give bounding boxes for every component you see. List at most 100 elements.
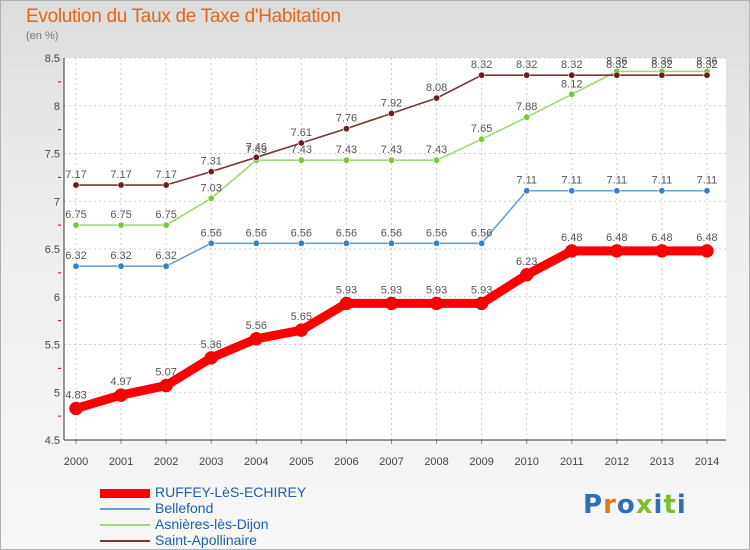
data-label: 7.43 xyxy=(336,144,357,156)
data-point xyxy=(523,71,531,79)
data-label: 6.56 xyxy=(246,227,267,239)
data-point xyxy=(568,71,576,79)
data-label: 5.36 xyxy=(200,339,221,351)
data-label: 5.93 xyxy=(471,284,492,296)
x-tick-label: 2000 xyxy=(64,456,88,468)
data-point xyxy=(72,181,80,189)
data-point xyxy=(613,71,621,79)
data-label: 7.31 xyxy=(200,156,221,168)
data-point xyxy=(69,401,83,416)
data-point xyxy=(117,181,125,189)
data-point xyxy=(474,296,489,311)
logo-letter: P xyxy=(583,490,604,520)
data-point xyxy=(162,181,170,189)
x-tick-label: 2014 xyxy=(695,456,719,468)
data-label: 7.43 xyxy=(426,144,447,156)
data-label: 7.43 xyxy=(381,144,402,156)
data-label: 4.83 xyxy=(65,389,86,401)
data-point xyxy=(658,71,666,79)
data-point xyxy=(249,332,264,346)
data-label: 6.48 xyxy=(651,232,672,244)
data-label: 7.43 xyxy=(246,144,267,156)
data-point xyxy=(703,187,711,195)
data-label: 6.48 xyxy=(561,232,582,244)
y-tick-label: 6 xyxy=(54,292,60,304)
data-label: 6.56 xyxy=(381,227,402,239)
data-point xyxy=(72,221,80,229)
data-point xyxy=(703,71,711,79)
logo-letter: i xyxy=(653,490,664,520)
data-point xyxy=(339,296,354,311)
data-label: 6.56 xyxy=(200,227,221,239)
x-tick-label: 2007 xyxy=(379,456,403,468)
data-label: 6.48 xyxy=(696,232,717,244)
y-tick-label: 4.5 xyxy=(45,435,60,447)
data-label: 7.46 xyxy=(246,141,267,153)
data-point xyxy=(568,187,576,195)
data-point xyxy=(478,135,486,143)
data-point xyxy=(297,156,305,164)
x-tick-label: 2013 xyxy=(650,456,674,468)
legend-label: Bellefond xyxy=(155,500,214,516)
data-label: 6.32 xyxy=(110,250,131,262)
x-tick-label: 2009 xyxy=(469,456,493,468)
data-point xyxy=(207,194,215,202)
legend-label: RUFFEY-LèS-ECHIREY xyxy=(155,484,307,500)
data-point xyxy=(433,156,441,164)
data-label: 7.11 xyxy=(561,175,582,187)
y-tick-label: 8.5 xyxy=(45,53,60,65)
data-label: 5.93 xyxy=(381,284,402,296)
x-tick-label: 2008 xyxy=(424,456,448,468)
data-point xyxy=(72,262,80,270)
logo-letter: x xyxy=(635,490,654,520)
x-tick-label: 2012 xyxy=(605,456,629,468)
data-point xyxy=(433,94,441,102)
data-label: 6.75 xyxy=(155,209,176,221)
chart-subtitle: (en %) xyxy=(26,30,59,42)
data-point xyxy=(252,239,260,247)
legend-swatch xyxy=(100,540,150,542)
legend-swatch xyxy=(100,489,150,498)
logo-letter: r xyxy=(603,490,617,520)
x-tick-label: 2002 xyxy=(154,456,178,468)
data-point xyxy=(159,378,173,393)
data-label: 7.65 xyxy=(471,123,492,135)
data-point xyxy=(114,388,128,402)
data-point xyxy=(658,187,666,195)
data-label: 8.32 xyxy=(606,59,627,71)
chart-title: Evolution du Taux de Taxe d'Habitation xyxy=(26,6,341,27)
data-point xyxy=(610,244,624,258)
data-label: 7.11 xyxy=(652,175,673,187)
data-label: 7.17 xyxy=(110,169,131,181)
data-point xyxy=(387,109,395,117)
data-label: 8.32 xyxy=(471,59,492,71)
y-tick-label: 5 xyxy=(54,387,60,399)
y-tick-label: 7.5 xyxy=(45,149,60,161)
data-label: 8.36 xyxy=(606,55,627,67)
legend-label: Asnières-lès-Dijon xyxy=(155,516,269,532)
data-label: 6.56 xyxy=(471,227,492,239)
x-tick-label: 2006 xyxy=(334,456,358,468)
data-point xyxy=(478,71,486,79)
data-point xyxy=(523,113,531,121)
data-label: 5.93 xyxy=(426,284,447,296)
data-point xyxy=(384,296,399,311)
data-point xyxy=(294,323,309,337)
x-tick-label: 2010 xyxy=(514,456,538,468)
data-label: 7.11 xyxy=(697,175,718,187)
logo-letter: o xyxy=(616,490,636,520)
data-point xyxy=(162,221,170,229)
x-tick-label: 2004 xyxy=(244,456,268,468)
data-label: 6.48 xyxy=(606,232,627,244)
data-label: 8.32 xyxy=(651,59,672,71)
data-label: 6.32 xyxy=(155,250,176,262)
data-label: 8.36 xyxy=(696,55,717,67)
data-label: 8.36 xyxy=(651,55,672,67)
data-point xyxy=(565,244,579,258)
data-point xyxy=(700,244,714,258)
data-point xyxy=(478,239,486,247)
data-point xyxy=(387,239,395,247)
data-label: 7.43 xyxy=(291,144,312,156)
data-label: 6.56 xyxy=(426,227,447,239)
